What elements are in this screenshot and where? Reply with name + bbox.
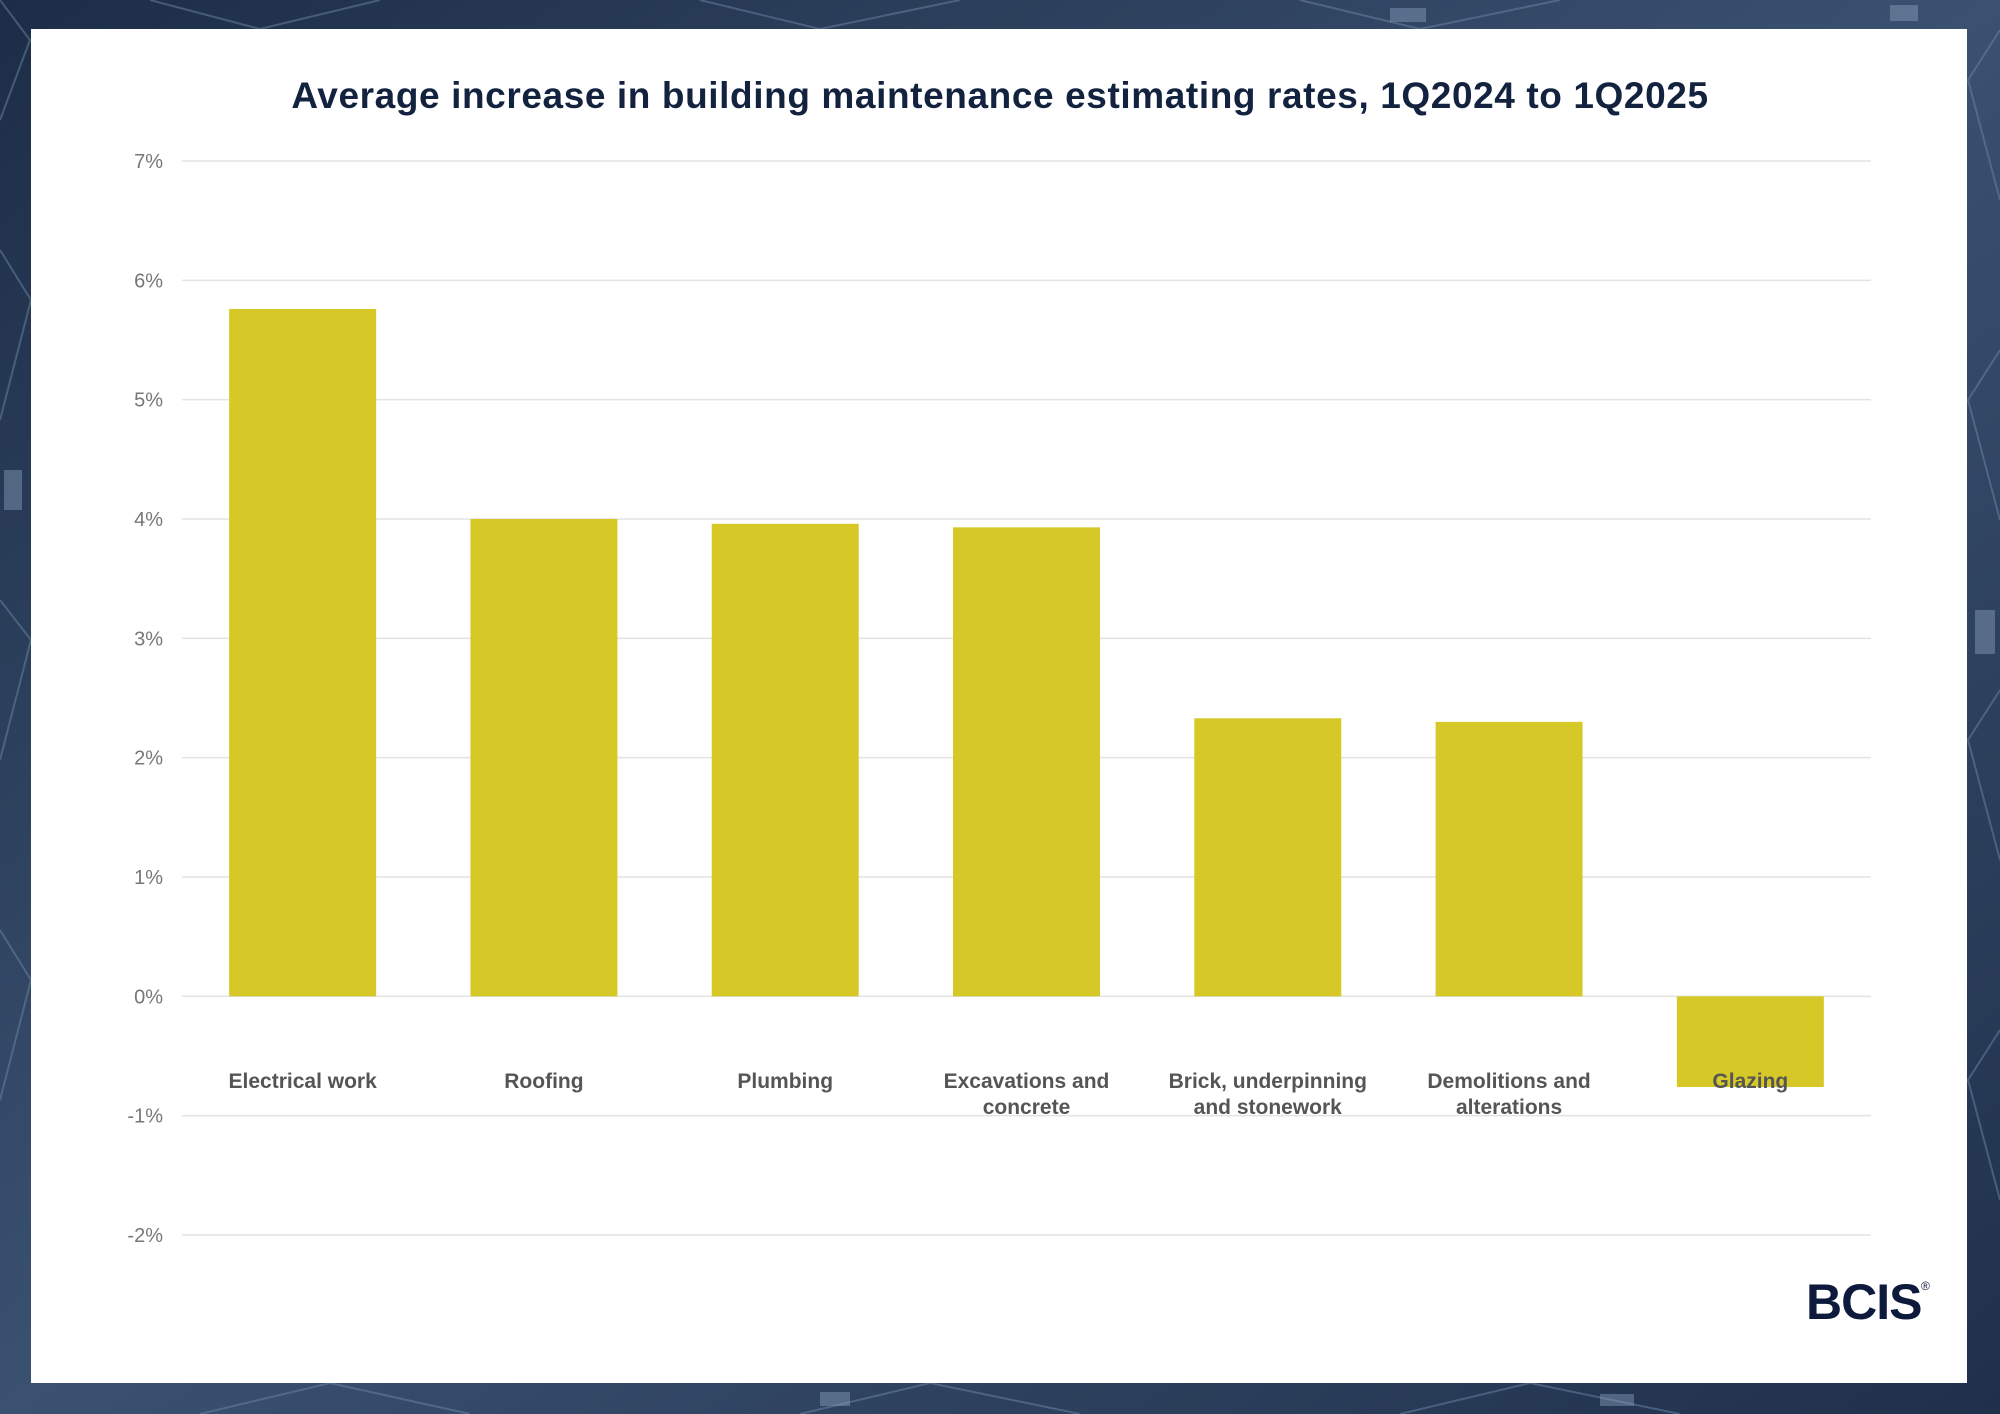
category-label: Electrical work: [229, 1070, 378, 1093]
category-label: Brick, underpinning: [1169, 1070, 1367, 1093]
bar: [711, 523, 859, 997]
chart-title: Average increase in building maintenance…: [291, 75, 1708, 116]
bar: [470, 519, 618, 997]
category-label: Plumbing: [737, 1070, 833, 1093]
logo-text: BCIS: [1806, 1274, 1921, 1330]
y-tick-label: 1%: [134, 867, 163, 889]
y-tick-label: 6%: [134, 270, 163, 292]
bar: [1194, 718, 1342, 997]
registered-mark: ®: [1921, 1279, 1930, 1293]
y-tick-label: 2%: [134, 748, 163, 770]
y-tick-label: -1%: [127, 1106, 163, 1128]
y-tick-label: 4%: [134, 509, 163, 531]
bar: [229, 308, 377, 997]
bar: [953, 527, 1100, 997]
category-label: alterations: [1456, 1096, 1562, 1119]
y-tick-label: -2%: [127, 1225, 163, 1247]
category-label: Excavations and: [944, 1070, 1110, 1093]
y-axis-ticks: 7% 6% 5% 4% 3% 2% 1% 0% -1% -2%: [127, 151, 163, 1247]
category-label: Glazing: [1712, 1070, 1788, 1093]
category-label: and stonework: [1194, 1096, 1343, 1119]
y-tick-label: 3%: [134, 628, 163, 650]
bar: [1435, 721, 1583, 997]
category-label: concrete: [983, 1096, 1071, 1119]
y-tick-label: 5%: [134, 390, 163, 412]
bars: [229, 308, 1824, 1088]
y-tick-label: 0%: [134, 986, 163, 1008]
category-label: Demolitions and: [1427, 1070, 1590, 1093]
bar: [1676, 996, 1824, 1088]
bcis-logo: BCIS ®: [1806, 1274, 1930, 1330]
x-axis-categories: Electrical work Roofing Plumbing Excavation…: [229, 1070, 1789, 1119]
category-label: Roofing: [504, 1070, 583, 1093]
y-tick-label: 7%: [134, 151, 163, 173]
